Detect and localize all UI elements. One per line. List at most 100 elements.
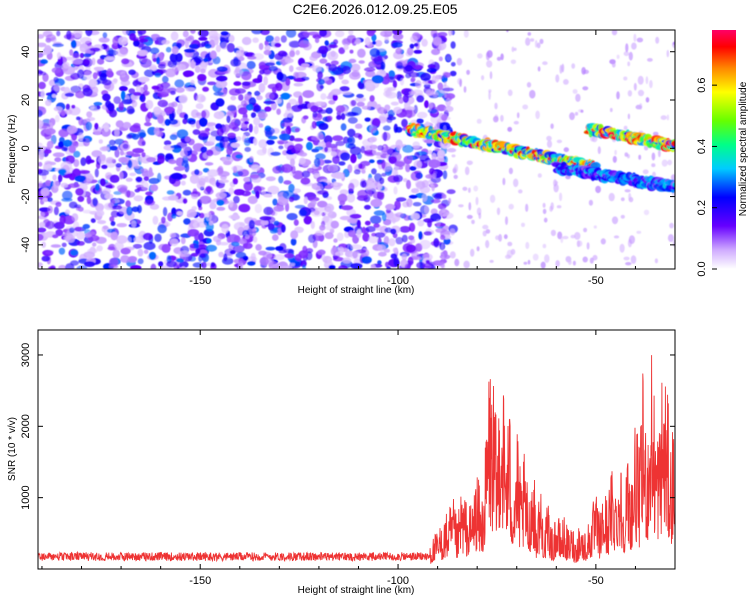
spectrogram-cell [510, 248, 516, 255]
spectrogram-cell [395, 237, 404, 245]
spectrogram-cell [542, 61, 548, 66]
spectrogram-cell [274, 53, 284, 61]
spectrogram-cell [330, 88, 342, 96]
spectrogram-cell [184, 136, 191, 143]
spectrogram-cell [137, 248, 144, 257]
spectrogram-cell [46, 51, 53, 60]
spectrogram-cell [485, 240, 490, 249]
spectrogram-cell [66, 125, 78, 134]
spectrogram-cell [200, 146, 208, 153]
spectrogram-cell [121, 99, 133, 105]
spectrogram-cell [505, 216, 508, 226]
spectrogram-cell [325, 141, 332, 148]
spectrogram-cell [401, 253, 407, 261]
spectrogram-cell [554, 181, 559, 185]
spectrogram-cell [288, 196, 295, 203]
spectrogram-cell [390, 228, 397, 235]
spectrogram-cell [40, 59, 48, 65]
spectrogram-cell [513, 120, 519, 125]
spectrogram-cell [288, 40, 301, 48]
spectrogram-cell [197, 30, 210, 37]
spectrogram-cell [232, 245, 245, 253]
spectrogram-cell [627, 61, 631, 67]
spectrogram-cell [625, 43, 629, 53]
spectrogram-cell [221, 136, 230, 142]
spectrogram-cell [395, 47, 403, 55]
spectrogram-cell [241, 71, 252, 81]
spectrogram-cell [116, 48, 128, 57]
spectrogram-cell [233, 221, 246, 231]
spectrogram-cell [176, 129, 189, 139]
spectrogram-cell [521, 222, 525, 227]
spectrogram-cell [257, 74, 263, 83]
spectrogram-cell [396, 145, 401, 152]
spectrogram-cell [59, 215, 66, 225]
spectrogram-cell [406, 198, 413, 208]
spectrogram-cell [476, 118, 482, 124]
spectrogram-cell [189, 174, 200, 184]
spectrogram-cell [513, 47, 517, 51]
spectrogram-cell [56, 30, 61, 37]
spectrogram-cell [427, 63, 436, 69]
spectrogram-cell [92, 242, 97, 247]
spectrogram-cell [251, 30, 263, 35]
spectrogram-cell [672, 41, 675, 49]
spectrogram-cell [166, 260, 178, 268]
spectrogram-cell [468, 202, 472, 211]
spectrogram-cell [295, 50, 300, 56]
spectrogram-cell [410, 171, 421, 181]
spectrogram-cell [171, 101, 178, 108]
spectrogram-cell [85, 49, 91, 55]
spectrogram-cell [395, 212, 404, 218]
spectrogram-cell [275, 82, 283, 91]
spectrogram-cell [141, 152, 146, 158]
spectrogram-cell [71, 213, 79, 222]
spectrogram-cell [223, 160, 232, 166]
spectrogram-cell [53, 206, 59, 216]
spectrogram-cell [330, 220, 339, 229]
spectrogram-cell [170, 145, 182, 149]
spectrogram-cell [102, 93, 111, 102]
spectrogram-cell [459, 79, 462, 87]
spectrogram-cell [371, 118, 381, 127]
spectrogram-cell [178, 94, 188, 104]
spectrogram-cell [300, 177, 311, 185]
spectrogram-cell [442, 170, 448, 180]
spectrogram-cell [301, 76, 310, 81]
spectrogram-cell [507, 89, 513, 97]
spectrogram-cell [226, 115, 231, 124]
spectrogram-cell [198, 117, 208, 127]
spectrogram-cell [666, 49, 670, 58]
spectrogram-cell [631, 42, 637, 50]
spectrogram-cell [369, 144, 378, 150]
spectrogram-cell [494, 102, 498, 110]
spectrogram-cell [445, 93, 456, 100]
spectrogram-cell [536, 42, 541, 49]
spectrogram-cell [230, 214, 240, 220]
spectrogram-cell [452, 168, 457, 174]
spectrogram-cell [113, 191, 122, 195]
spectrogram-cell [56, 52, 62, 60]
spectrogram-cell [108, 243, 116, 250]
spectrogram-cell [370, 198, 383, 208]
spectrogram-cell [410, 78, 415, 83]
spectrogram-cell [247, 195, 258, 205]
spectrogram-cell [408, 235, 415, 241]
spectrogram-cell [136, 85, 142, 93]
spectrogram-cell [361, 226, 366, 234]
spectrogram-cell [417, 219, 425, 227]
spectrogram-cell [449, 70, 457, 77]
spectrogram-cell [270, 210, 276, 216]
spectrogram-cell [327, 257, 332, 265]
spectrogram-cell [140, 181, 149, 191]
spectrogram-cell [432, 36, 442, 46]
spectrogram-cell [395, 126, 403, 133]
spectrogram-cell [345, 142, 350, 148]
spectrogram-cell [527, 32, 532, 36]
spectrogram-cell [364, 37, 371, 46]
spectrogram-cell [171, 66, 179, 73]
spectrogram-cell [312, 65, 322, 73]
spectrogram-cell [96, 209, 105, 217]
spectrogram-cell [485, 229, 491, 234]
spectrogram-cell [38, 227, 47, 233]
